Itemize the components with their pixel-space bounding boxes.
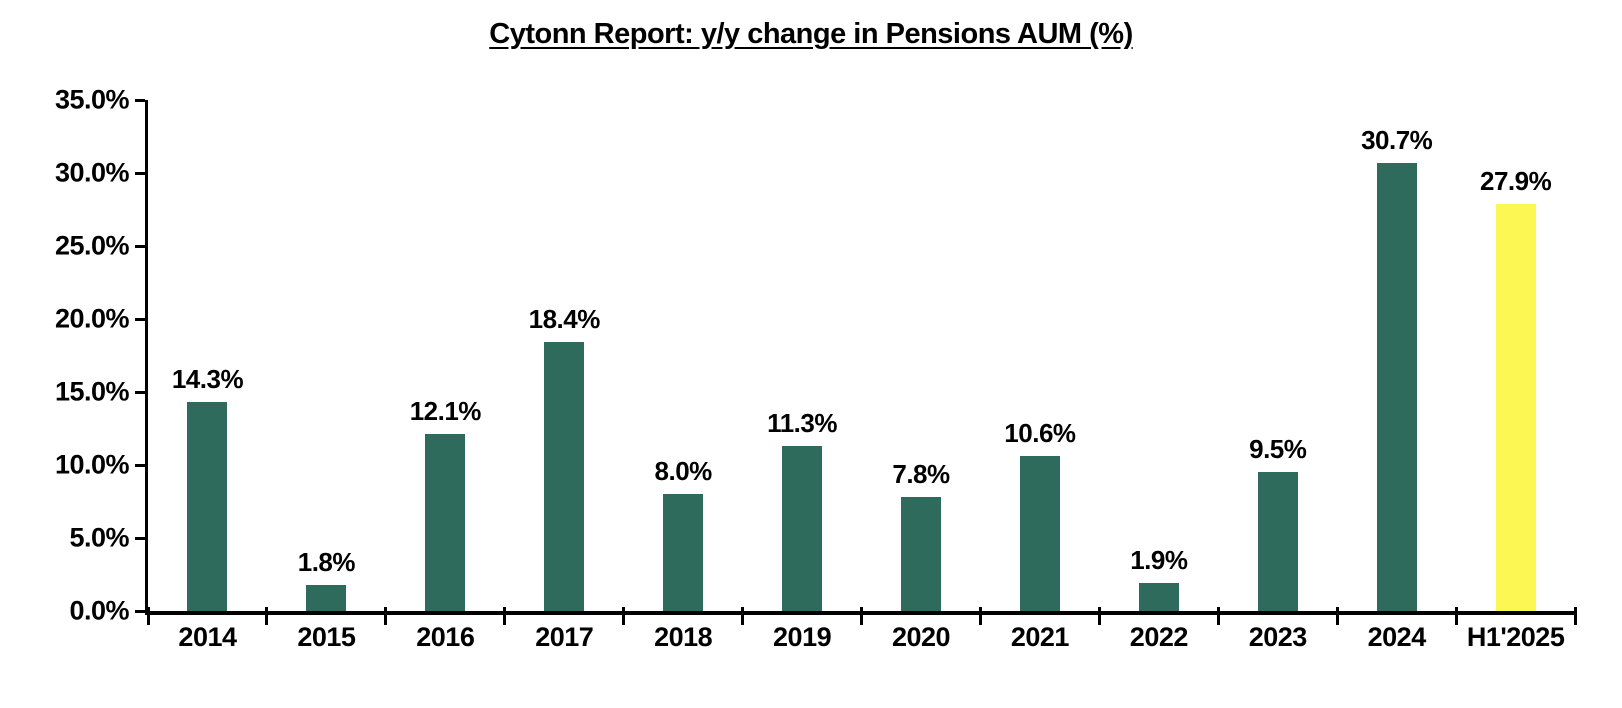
bar-value-label: 1.8% [297,546,356,577]
x-category-label: 2015 [297,622,356,652]
x-category-label: 2016 [416,622,475,652]
bar-cell: 9.5% [1218,100,1337,611]
x-axis-tick [1454,607,1458,625]
x-axis-tick [741,607,745,625]
bar [1138,583,1179,611]
x-axis-tick [384,607,388,625]
x-category-label: 2022 [1129,622,1189,652]
y-tick-label: 10.0% [54,449,130,480]
bar [425,434,466,611]
bar [306,584,347,611]
bar [1376,162,1417,611]
y-axis: 0.0% 5.0% 10.0% 15.0% 20.0% 25.0% 30.0% 35.0% [15,86,145,624]
x-category-label: 2014 [178,622,237,652]
bar-cell: 7.8% [862,100,981,611]
y-axis-tick [135,171,145,175]
bar-cell: 11.3% [743,100,862,611]
bar [782,446,823,611]
bar-cell: 30.7% [1337,100,1456,611]
x-axis-tick [1097,607,1101,625]
bar-value-label: 1.9% [1130,545,1188,576]
x-axis-tick [1573,607,1577,625]
bar-cell: 1.8% [267,100,386,611]
plot-area: 0.0% 5.0% 10.0% 15.0% 20.0% 25.0% 30.0% 35.0% 1… [55,86,1577,625]
x-category-label: 2019 [773,622,832,652]
bar-value-label: 27.9% [1479,165,1552,196]
y-tick-label: 30.0% [54,157,130,188]
bar-cell: 1.9% [1099,100,1218,611]
y-tick-label: 35.0% [54,84,130,115]
y-axis-tick [135,390,145,394]
y-axis-tick [135,609,145,613]
bar-cell: 14.3% [148,100,267,611]
y-axis-tick [135,98,145,102]
x-axis-tick [1216,607,1220,625]
bar [187,402,228,611]
x-category-label: 2018 [654,622,713,652]
y-axis-tick [135,463,145,467]
bars-container: 14.3% 1.8% 12.1% 18.4% 8.0% 11.3% 7.8% 10.6% 1.9… [148,100,1575,611]
x-category-label: 2020 [891,622,951,652]
x-category-label: 2017 [535,622,594,652]
bar-highlighted [1495,203,1536,611]
bar-cell: 18.4% [505,100,624,611]
bar [900,497,941,611]
x-axis-tick [622,607,626,625]
bar-value-label: 30.7% [1361,124,1433,155]
bar-value-label: 8.0% [654,456,713,487]
bar-value-label: 18.4% [528,304,601,335]
bar-cell: 8.0% [624,100,743,611]
bar-value-label: 7.8% [892,459,950,490]
y-axis-tick [135,244,145,248]
bar-cell: 27.9% [1456,100,1575,611]
x-axis-tick [1335,607,1339,625]
bar-value-label: 12.1% [409,396,482,427]
bar-cell: 12.1% [386,100,505,611]
x-axis-tick [146,607,150,625]
x-category-label: H1'2025 [1466,622,1565,652]
bar-value-label: 9.5% [1249,434,1307,465]
bar [544,342,585,611]
x-axis-tick [978,607,982,625]
x-category-label: 2023 [1248,622,1308,652]
bar-value-label: 11.3% [767,408,837,439]
bar [1019,456,1060,611]
bar [663,494,704,611]
bar-cell: 10.6% [980,100,1099,611]
bar-value-label: 10.6% [1004,418,1076,449]
x-axis-tick [503,607,507,625]
y-axis-tick [135,536,145,540]
x-axis-tick [265,607,269,625]
y-tick-label: 0.0% [69,595,129,626]
y-tick-label: 20.0% [54,303,130,334]
bar [1257,472,1298,611]
bar-value-label: 14.3% [171,364,244,395]
x-axis-labels: 2014 2015 2016 2017 2018 2019 2020 2021 2022 2023… [148,622,1575,653]
x-category-label: 2024 [1367,622,1427,652]
x-category-label: 2021 [1010,622,1070,652]
y-tick-label: 5.0% [69,522,129,553]
y-axis-tick [135,317,145,321]
x-axis-tick [860,607,863,625]
chart-title: Cytonn Report: y/y change in Pensions AU… [489,18,1133,50]
y-tick-label: 25.0% [54,230,130,261]
y-tick-label: 15.0% [54,376,130,407]
